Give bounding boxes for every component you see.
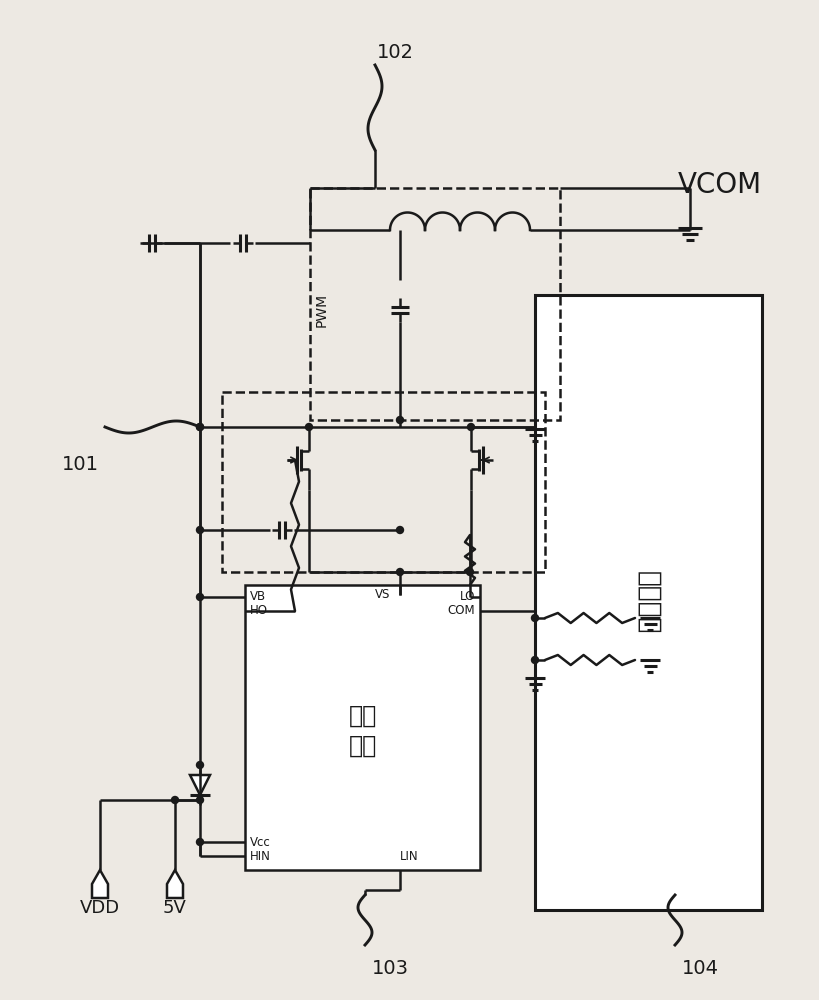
Circle shape xyxy=(197,593,203,600)
Circle shape xyxy=(197,526,203,534)
Bar xyxy=(535,295,762,910)
Text: 104: 104 xyxy=(681,958,718,978)
Text: HIN: HIN xyxy=(250,850,271,862)
Circle shape xyxy=(197,838,203,846)
Text: VDD: VDD xyxy=(80,899,120,917)
Polygon shape xyxy=(167,870,183,898)
Text: Vcc: Vcc xyxy=(250,836,271,848)
Text: LO: LO xyxy=(459,590,475,603)
Bar xyxy=(245,585,480,870)
Circle shape xyxy=(396,568,404,576)
Text: 电路: 电路 xyxy=(348,734,377,758)
Text: 103: 103 xyxy=(372,958,409,978)
Bar xyxy=(222,392,545,572)
Bar xyxy=(310,188,560,420)
Circle shape xyxy=(532,614,539,621)
Text: PWM: PWM xyxy=(315,293,329,327)
Circle shape xyxy=(197,796,203,804)
Text: VCOM: VCOM xyxy=(678,171,762,199)
Text: 控制: 控制 xyxy=(348,704,377,728)
Text: 102: 102 xyxy=(377,42,414,62)
Circle shape xyxy=(197,762,203,768)
Text: COM: COM xyxy=(447,604,475,617)
Text: VS: VS xyxy=(375,588,391,601)
Text: 5V: 5V xyxy=(163,899,187,917)
Circle shape xyxy=(467,568,473,576)
Text: 101: 101 xyxy=(61,456,98,475)
Circle shape xyxy=(305,424,313,430)
Circle shape xyxy=(532,656,539,664)
Text: 解码电路: 解码电路 xyxy=(636,571,662,634)
Circle shape xyxy=(396,526,404,534)
Text: HO: HO xyxy=(250,604,268,617)
Circle shape xyxy=(468,424,474,430)
Text: LIN: LIN xyxy=(400,850,419,862)
Circle shape xyxy=(197,424,203,430)
Circle shape xyxy=(396,416,404,424)
Text: VB: VB xyxy=(250,590,266,603)
Polygon shape xyxy=(92,870,108,898)
Circle shape xyxy=(171,796,179,804)
Polygon shape xyxy=(190,775,210,795)
Circle shape xyxy=(197,424,203,430)
